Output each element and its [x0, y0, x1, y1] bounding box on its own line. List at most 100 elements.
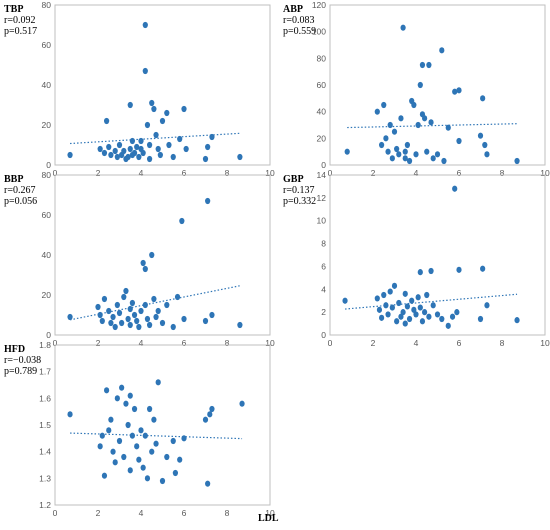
data-point — [127, 392, 133, 399]
data-point — [183, 145, 189, 153]
panel-hfd: HFD r=−0.038 p=0.789 1.2 1.3 1.4 1.5 1.6 1.7 1… — [0, 340, 275, 518]
data-point — [106, 307, 112, 315]
data-point — [202, 416, 209, 423]
data-point — [385, 148, 391, 155]
data-point — [413, 151, 419, 158]
data-point — [374, 295, 380, 302]
x-tick-label: 2 — [96, 168, 101, 178]
data-point — [379, 141, 385, 149]
data-point — [514, 157, 520, 165]
y-tick-label: 100 — [312, 27, 326, 37]
data-point — [385, 311, 391, 318]
data-point — [127, 101, 133, 109]
data-point — [480, 265, 486, 272]
scatter-plot-hfd: 1.21.31.41.51.61.71.80 2 4 6 8 10 — [39, 340, 275, 518]
data-point — [170, 153, 176, 161]
y-tick-label: 60 — [42, 40, 52, 50]
y-tick-label: 14 — [317, 170, 327, 180]
data-point — [387, 288, 393, 295]
data-point — [112, 459, 118, 466]
panel-title: BBP — [4, 174, 24, 185]
data-point — [379, 314, 385, 321]
data-point — [104, 117, 110, 125]
data-point — [445, 124, 451, 131]
y-tick-label: 1.7 — [39, 367, 51, 377]
data-point — [413, 311, 419, 318]
data-point — [129, 299, 135, 307]
data-point — [181, 435, 187, 442]
data-point — [110, 448, 116, 455]
panel-bbp: BBP r=0.267 p=0.056 0 20 40 60 80 0 2 4 6 8 10 — [0, 170, 275, 348]
data-point — [142, 432, 148, 439]
data-point — [144, 475, 151, 482]
data-point — [108, 416, 114, 423]
data-point — [398, 313, 404, 320]
data-point — [97, 311, 103, 319]
data-point — [121, 293, 127, 301]
data-point — [99, 432, 105, 439]
x-tick-label: 6 — [182, 338, 187, 348]
data-point — [147, 405, 153, 413]
data-point — [155, 307, 161, 315]
data-point — [153, 440, 159, 447]
data-point — [151, 105, 157, 113]
x-tick-label: 8 — [225, 168, 230, 178]
data-point — [140, 259, 146, 267]
data-point — [147, 155, 153, 163]
data-point — [112, 323, 118, 331]
y-tick-label: 80 — [42, 170, 52, 180]
data-point — [202, 317, 209, 325]
trendline — [347, 123, 518, 129]
data-point — [179, 217, 185, 225]
data-point — [125, 153, 131, 161]
data-point — [402, 320, 408, 327]
data-point — [174, 293, 181, 301]
x-tick-label: 4 — [139, 168, 144, 178]
data-point — [456, 137, 462, 145]
panel-label-abp: ABP r=0.083 p=0.559 — [283, 4, 316, 37]
data-point — [142, 265, 148, 273]
y-tick-label: 1.6 — [39, 393, 51, 403]
x-tick-label: 0 — [328, 168, 333, 178]
trendline — [70, 132, 240, 145]
y-tick-label: 1.2 — [39, 500, 51, 510]
data-point — [484, 151, 490, 158]
y-tick-label: 60 — [42, 210, 52, 220]
data-point — [147, 141, 153, 149]
data-point — [389, 155, 395, 162]
plot-frame — [54, 4, 271, 166]
data-point — [477, 132, 484, 139]
y-tick-label: 10 — [317, 216, 327, 226]
trendline — [70, 432, 243, 440]
data-point — [151, 416, 157, 423]
data-point — [129, 432, 135, 439]
data-point — [177, 135, 183, 143]
data-point — [237, 153, 243, 161]
data-point — [134, 143, 140, 151]
data-point — [181, 315, 187, 323]
data-point — [153, 313, 159, 321]
data-point — [110, 313, 116, 321]
x-tick-label: 4 — [139, 338, 144, 348]
data-point — [205, 197, 211, 205]
data-point — [149, 99, 155, 107]
data-point — [119, 319, 125, 327]
data-point — [391, 128, 398, 135]
panel-title: GBP — [283, 174, 304, 185]
data-point — [456, 87, 462, 94]
data-point — [205, 480, 211, 487]
r-value: r=0.137 — [283, 185, 315, 196]
data-point — [159, 477, 166, 485]
data-point — [426, 313, 432, 320]
y-tick-label: 1.8 — [39, 340, 51, 350]
data-point — [138, 307, 144, 315]
data-point — [428, 267, 434, 275]
x-tick-label: 0 — [328, 338, 333, 348]
data-point — [424, 148, 430, 155]
y-tick-label: 20 — [317, 133, 327, 143]
x-tick-label: 8 — [500, 168, 505, 178]
data-point — [394, 318, 400, 325]
data-point — [136, 323, 142, 331]
p-value: p=0.517 — [4, 26, 38, 37]
data-point — [409, 297, 415, 304]
